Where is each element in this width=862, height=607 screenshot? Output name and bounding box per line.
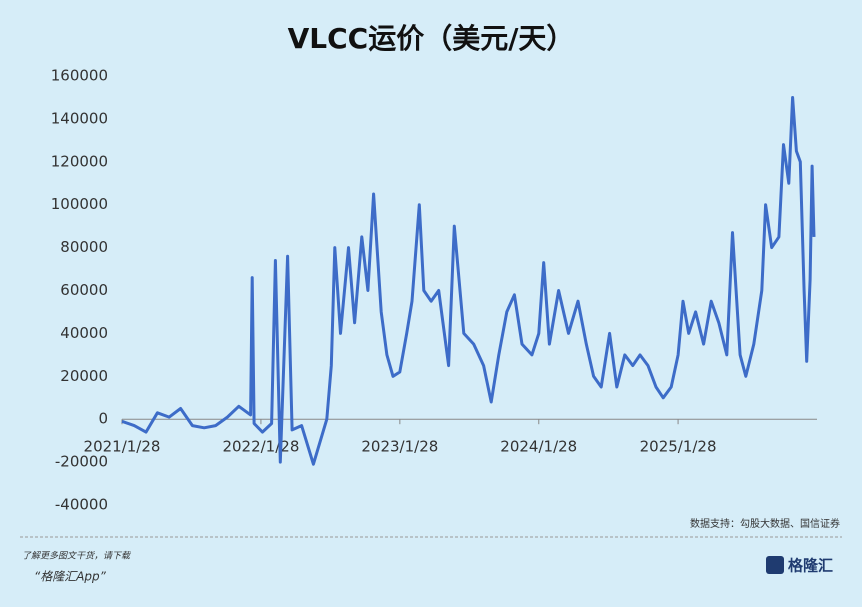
line [121, 96, 816, 466]
x-tick-label: 2024/1/28 [500, 438, 577, 456]
y-tick-label: 40000 [60, 324, 108, 342]
source: 数据支持：勾股大数据、国信证券 [690, 517, 840, 530]
footer-text: 了解更多图文干货，请下载 [22, 551, 131, 562]
y-tick-label: 140000 [51, 109, 108, 127]
y-tick-label: -40000 [55, 496, 108, 514]
y-tick-label: 60000 [60, 281, 108, 299]
y-tick-label: 160000 [51, 67, 108, 85]
chart-title: VLCC运价（美元/天） [288, 22, 575, 55]
logo: 格隆汇 [788, 557, 833, 575]
x-tick-label: 2022/1/28 [222, 438, 299, 456]
logo-icon [766, 556, 784, 574]
y-tick-label: 100000 [51, 195, 108, 213]
footer-app: “格隆汇App” [34, 570, 107, 584]
y-tick-label: 80000 [60, 238, 108, 256]
y-tick-label: 0 [98, 410, 108, 428]
y-tick-label: 20000 [60, 367, 108, 385]
y-tick-label: -20000 [55, 453, 108, 471]
y-tick-label: 120000 [51, 152, 108, 170]
x-tick-label: 2021/1/28 [84, 438, 161, 456]
x-tick-label: 2025/1/28 [640, 438, 717, 456]
x-tick-label: 2023/1/28 [361, 438, 438, 456]
